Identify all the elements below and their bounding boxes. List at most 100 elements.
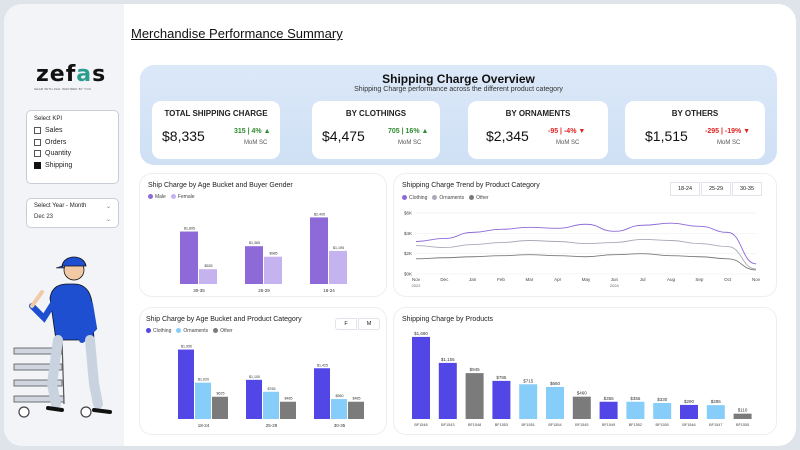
kpi-card-total: TOTAL SHIPPING CHARGE $8,335 315 | 4% ▲ … bbox=[152, 101, 280, 159]
x-tick-label: Sep bbox=[695, 277, 704, 282]
data-label: $355 bbox=[630, 396, 641, 401]
legend-item[interactable]: Ornaments bbox=[176, 328, 208, 334]
data-label: $1,895 bbox=[184, 227, 195, 231]
kpi-card-others: BY OTHERS $1,515 -295 | -19% ▼ MoM SC bbox=[625, 101, 765, 159]
products-chart-panel: Shipping Charge by Products $1,690 BF1548… bbox=[394, 308, 776, 434]
bar bbox=[546, 386, 564, 419]
tick-label: BF1553 bbox=[495, 423, 508, 427]
kpi-option-orders[interactable]: Orders bbox=[34, 137, 111, 149]
legend-item[interactable]: Other bbox=[213, 328, 233, 334]
bar bbox=[264, 256, 282, 284]
tick-label: BF1552 bbox=[629, 423, 642, 427]
chart-legend: Male Female bbox=[148, 194, 195, 200]
bar bbox=[280, 401, 296, 419]
bar bbox=[310, 217, 328, 284]
brand-tagline: GEAR WITH ZAIL INSPIRED BY YOU bbox=[34, 87, 92, 91]
card-mom-label: MoM SC bbox=[556, 140, 580, 146]
bar bbox=[329, 250, 347, 284]
series-line-ornaments bbox=[415, 239, 757, 270]
checkbox-icon[interactable] bbox=[34, 150, 41, 158]
gender-chart-panel: Ship Charge by Age Bucket and Buyer Gend… bbox=[140, 174, 386, 296]
bar bbox=[178, 349, 194, 419]
bar bbox=[212, 396, 228, 419]
checkbox-checked-icon[interactable] bbox=[34, 161, 41, 169]
bar bbox=[348, 401, 364, 419]
chart-title: Shipping Charge by Products bbox=[402, 316, 494, 323]
x-tick-label: Dec bbox=[440, 277, 449, 282]
tick-label: BF1545 bbox=[575, 423, 588, 427]
card-mom-label: MoM SC bbox=[398, 140, 422, 146]
chart-legend: Clothing Ornaments Other bbox=[146, 328, 233, 334]
dashboard-frame: zefas GEAR WITH ZAIL INSPIRED BY YOU Sel… bbox=[4, 4, 796, 446]
page-title: Merchandise Performance Summary bbox=[131, 26, 343, 41]
tick-label: 30-35 bbox=[334, 423, 346, 428]
bar bbox=[733, 413, 752, 419]
data-label: $945 bbox=[470, 367, 481, 372]
tick-label: BF1551 bbox=[522, 423, 535, 427]
legend-item[interactable]: Female bbox=[170, 194, 195, 200]
tick-label: BF1555 bbox=[736, 423, 749, 427]
gender-filter-f[interactable]: F bbox=[335, 318, 357, 330]
bar bbox=[680, 404, 698, 419]
card-value: $4,475 bbox=[322, 128, 365, 144]
series-line-other bbox=[415, 253, 757, 271]
kpi-option-quantity[interactable]: Quantity bbox=[34, 148, 111, 160]
legend-item[interactable]: Ornaments bbox=[432, 195, 464, 201]
arrow-up-icon: ▲ bbox=[263, 128, 271, 135]
bar bbox=[246, 379, 262, 419]
data-label: $765 bbox=[268, 387, 276, 391]
main-content: Merchandise Performance Summary Shipping… bbox=[124, 4, 796, 446]
card-value: $1,515 bbox=[645, 128, 688, 144]
checkbox-icon[interactable] bbox=[34, 127, 41, 135]
bar bbox=[263, 391, 279, 419]
tick-label: BF1548 bbox=[414, 423, 427, 427]
year-month-slicer[interactable]: Select Year - Month ⌄ Dec 23 ⌄ bbox=[26, 198, 119, 228]
bar bbox=[465, 373, 484, 419]
data-label: $110 bbox=[738, 408, 748, 413]
x-tick-label: Apr bbox=[554, 277, 562, 282]
card-title: BY OTHERS bbox=[671, 109, 719, 118]
y-tick-label: $6K bbox=[404, 211, 412, 216]
data-label: $485 bbox=[353, 397, 361, 401]
tick-label: 18-24 bbox=[323, 288, 335, 293]
card-mom: 705 | 16% ▲ bbox=[388, 128, 429, 135]
bar bbox=[199, 269, 217, 284]
x-tick-label: Nov bbox=[752, 277, 761, 282]
chevron-down-icon[interactable]: ⌄ bbox=[105, 204, 111, 210]
tick-label: BF1548 bbox=[468, 423, 481, 427]
data-label: $1,690 bbox=[414, 331, 428, 336]
age-filter-18-24[interactable]: 18-24 bbox=[670, 182, 700, 196]
data-label: $1,155 bbox=[441, 357, 455, 362]
data-label: $560 bbox=[336, 394, 344, 398]
data-label: $785 bbox=[496, 375, 507, 380]
checkbox-icon[interactable] bbox=[34, 138, 41, 146]
card-mom-label: MoM SC bbox=[244, 140, 268, 146]
kpi-slicer[interactable]: Select KPI Sales Orders Quantity Shippin… bbox=[26, 110, 119, 184]
data-label: $330 bbox=[657, 397, 668, 402]
data-label: $1,100 bbox=[249, 375, 260, 379]
kpi-option-shipping[interactable]: Shipping bbox=[34, 160, 111, 172]
tick-label: BF1554 bbox=[548, 423, 561, 427]
age-filter-30-35[interactable]: 30-35 bbox=[732, 182, 762, 196]
chevron-down-icon[interactable]: ⌄ bbox=[105, 217, 111, 223]
legend-item[interactable]: Male bbox=[148, 194, 166, 200]
hand-truck-icon bbox=[13, 339, 92, 418]
data-label: $355 bbox=[604, 396, 615, 401]
data-label: $285 bbox=[711, 399, 722, 404]
year-month-value[interactable]: Dec 23 ⌄ bbox=[34, 214, 111, 223]
legend-item[interactable]: Clothing bbox=[146, 328, 171, 334]
kpi-option-sales[interactable]: Sales bbox=[34, 125, 111, 137]
bar bbox=[245, 246, 263, 284]
data-label: $1,195 bbox=[333, 246, 344, 250]
bar bbox=[492, 380, 511, 419]
kpi-card-clothings: BY CLOTHINGS $4,475 705 | 16% ▲ MoM SC bbox=[312, 101, 440, 159]
data-label: $1,950 bbox=[181, 345, 192, 349]
legend-item[interactable]: Clothing bbox=[402, 195, 427, 201]
tick-label: BF1549 bbox=[602, 423, 615, 427]
age-filter-25-29[interactable]: 25-29 bbox=[701, 182, 731, 196]
year-month-label: Select Year - Month ⌄ bbox=[34, 203, 111, 210]
legend-item[interactable]: Other bbox=[469, 195, 489, 201]
card-title: BY CLOTHINGS bbox=[345, 109, 407, 118]
gender-filter-m[interactable]: M bbox=[358, 318, 380, 330]
